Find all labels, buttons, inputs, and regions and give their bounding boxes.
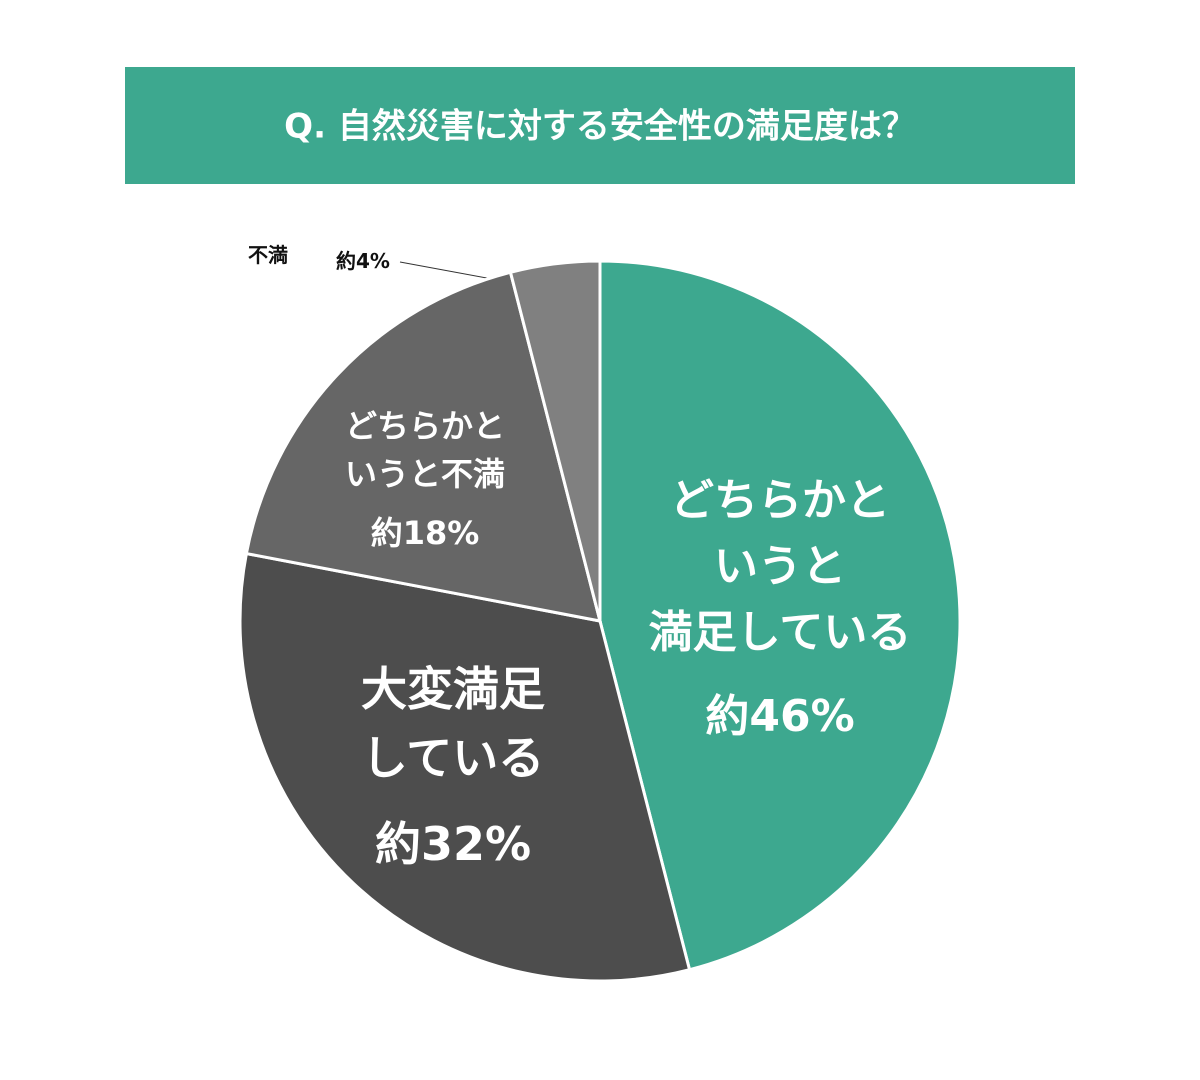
pie-slice <box>598 259 962 972</box>
pie-slice <box>244 270 603 623</box>
value-label: 約46% <box>705 691 855 742</box>
slice-label: どちらかと いうと不満 <box>344 407 506 493</box>
pie-slice <box>508 259 602 622</box>
chart-title: Q. 自然災害に対する安全性の満足度は？ <box>284 107 916 147</box>
pie-slice <box>238 551 692 983</box>
slice-label: 大変満足 している <box>361 662 545 785</box>
slice-label: どちらかと いうと 満足している <box>648 475 912 658</box>
value-label: 約18% <box>370 514 480 552</box>
title-bar <box>125 67 1075 184</box>
value-label: 約32% <box>374 817 532 871</box>
slice-label: 不満 <box>248 243 288 267</box>
value-label: 約4% <box>336 249 390 273</box>
